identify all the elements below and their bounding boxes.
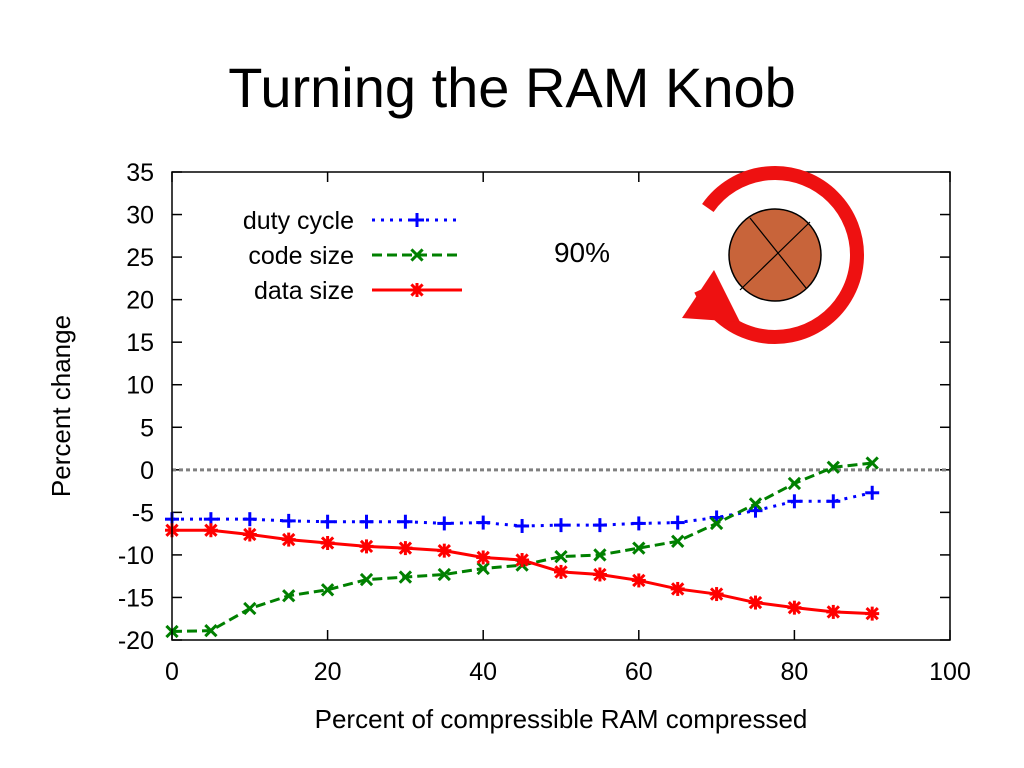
series-duty-cycle xyxy=(165,485,880,533)
data-point-marker xyxy=(398,541,413,555)
y-tick-label: -10 xyxy=(118,542,154,570)
data-point-marker xyxy=(632,541,646,555)
data-point-marker xyxy=(437,567,451,582)
data-point-marker xyxy=(359,572,374,587)
y-tick-label: -20 xyxy=(118,627,154,655)
data-point-marker xyxy=(398,570,413,584)
data-point-marker xyxy=(865,606,879,621)
y-tick-label: -15 xyxy=(118,584,154,612)
data-point-marker xyxy=(320,536,335,550)
x-tick-label: 20 xyxy=(314,658,342,686)
knob-percent-label: 90% xyxy=(554,237,610,268)
y-tick-label: 20 xyxy=(126,287,154,315)
y-tick-label: 35 xyxy=(126,159,154,187)
data-point-marker xyxy=(359,539,374,554)
data-point-marker xyxy=(204,623,218,638)
data-point-marker xyxy=(826,460,840,474)
series-layer xyxy=(165,456,880,639)
y-axis-label: Percent change xyxy=(46,315,76,497)
data-point-marker xyxy=(554,549,568,564)
data-point-marker xyxy=(282,589,296,603)
data-point-marker xyxy=(593,567,607,582)
y-tick-label: 0 xyxy=(140,457,154,485)
data-point-marker xyxy=(709,587,724,601)
series-code-size xyxy=(165,456,879,639)
y-tick-label: 30 xyxy=(126,202,154,230)
y-tick-label: -5 xyxy=(132,499,154,527)
data-point-marker xyxy=(632,573,646,588)
data-point-marker xyxy=(243,527,257,542)
y-axis-ticks: -20 -15 -10 -5 0 5 10 15 20 25 30 35 xyxy=(118,159,950,655)
legend-swatch-marker xyxy=(410,283,424,297)
x-tick-label: 100 xyxy=(929,658,971,686)
data-point-marker xyxy=(320,583,335,597)
rotate-arrow-icon xyxy=(694,166,864,344)
y-tick-label: 15 xyxy=(126,329,154,357)
series-data-size xyxy=(165,523,880,621)
legend-label: duty cycle xyxy=(243,207,354,235)
x-tick-label: 60 xyxy=(625,658,653,686)
data-point-marker xyxy=(515,553,529,567)
data-point-marker xyxy=(204,523,218,537)
legend-label: code size xyxy=(248,242,354,270)
series-line xyxy=(171,461,873,633)
ram-knob-graphic xyxy=(682,166,864,344)
data-point-marker xyxy=(709,516,724,531)
legend-label: data size xyxy=(254,277,354,305)
data-point-marker xyxy=(476,561,490,576)
data-point-marker xyxy=(671,582,685,596)
x-tick-label: 40 xyxy=(469,658,497,686)
y-tick-label: 10 xyxy=(126,372,154,400)
x-tick-label: 0 xyxy=(165,658,179,686)
data-point-marker xyxy=(243,601,257,616)
data-point-marker xyxy=(476,550,490,565)
x-tick-label: 80 xyxy=(780,658,808,686)
data-point-marker xyxy=(554,565,568,579)
data-point-marker xyxy=(826,605,840,619)
data-point-marker xyxy=(437,543,451,558)
data-point-marker xyxy=(865,456,879,470)
knob-mark-line xyxy=(739,221,811,291)
y-tick-label: 5 xyxy=(140,414,154,442)
legend: duty cycle code size data size xyxy=(243,207,462,305)
data-point-marker xyxy=(787,601,802,615)
data-point-marker xyxy=(282,532,296,547)
y-tick-label: 25 xyxy=(126,244,154,272)
data-point-marker xyxy=(787,476,802,491)
rotate-arrowhead-icon xyxy=(682,270,740,322)
x-axis-label: Percent of compressible RAM compressed xyxy=(315,704,808,734)
plot-frame xyxy=(171,171,951,641)
data-point-marker xyxy=(671,534,685,548)
legend-swatch-marker xyxy=(410,248,424,262)
slide-title: Turning the RAM Knob xyxy=(228,56,796,119)
data-point-marker xyxy=(748,595,763,610)
data-point-marker xyxy=(748,497,763,511)
data-point-marker xyxy=(593,548,607,562)
